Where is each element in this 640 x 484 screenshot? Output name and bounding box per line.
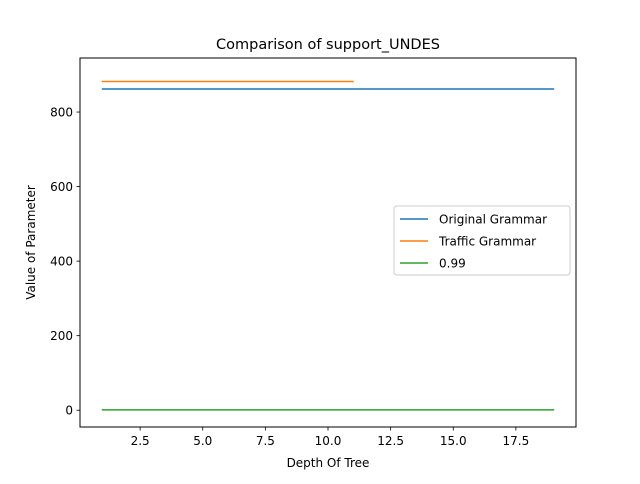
- y-tick-label: 200: [50, 329, 73, 343]
- x-tick-label: 15.0: [440, 434, 467, 448]
- y-tick-label: 0: [65, 404, 73, 418]
- y-axis-label: Value of Parameter: [24, 185, 38, 300]
- legend-label-1: Traffic Grammar: [438, 234, 536, 248]
- legend-entries: Original Grammar Traffic Grammar 0.99: [400, 212, 547, 270]
- legend-box: [393, 205, 571, 276]
- y-axis-ticks: 0 200 400 600 800: [50, 105, 80, 418]
- x-axis-ticks: 2.5 5.0 7.5 10.0 12.5 15.0 17.5: [131, 427, 530, 448]
- plot-frame: [79, 57, 577, 428]
- x-tick-label: 17.5: [503, 434, 530, 448]
- x-tick-label: 5.0: [193, 434, 212, 448]
- legend: Original Grammar Traffic Grammar 0.99: [393, 205, 571, 276]
- y-tick-label: 600: [50, 180, 73, 194]
- x-tick-label: 10.0: [315, 434, 342, 448]
- series-layer: [101, 80, 555, 411]
- chart-title: Comparison of support_UNDES: [216, 37, 440, 53]
- x-tick-label: 2.5: [131, 434, 150, 448]
- x-tick-label: 12.5: [377, 434, 404, 448]
- x-axis-label: Depth Of Tree: [287, 456, 370, 470]
- x-tick-label: 7.5: [256, 434, 275, 448]
- y-tick-label: 800: [50, 105, 73, 119]
- legend-label-2: 0.99: [439, 256, 466, 270]
- legend-label-0: Original Grammar: [439, 212, 547, 226]
- y-tick-label: 400: [50, 254, 73, 268]
